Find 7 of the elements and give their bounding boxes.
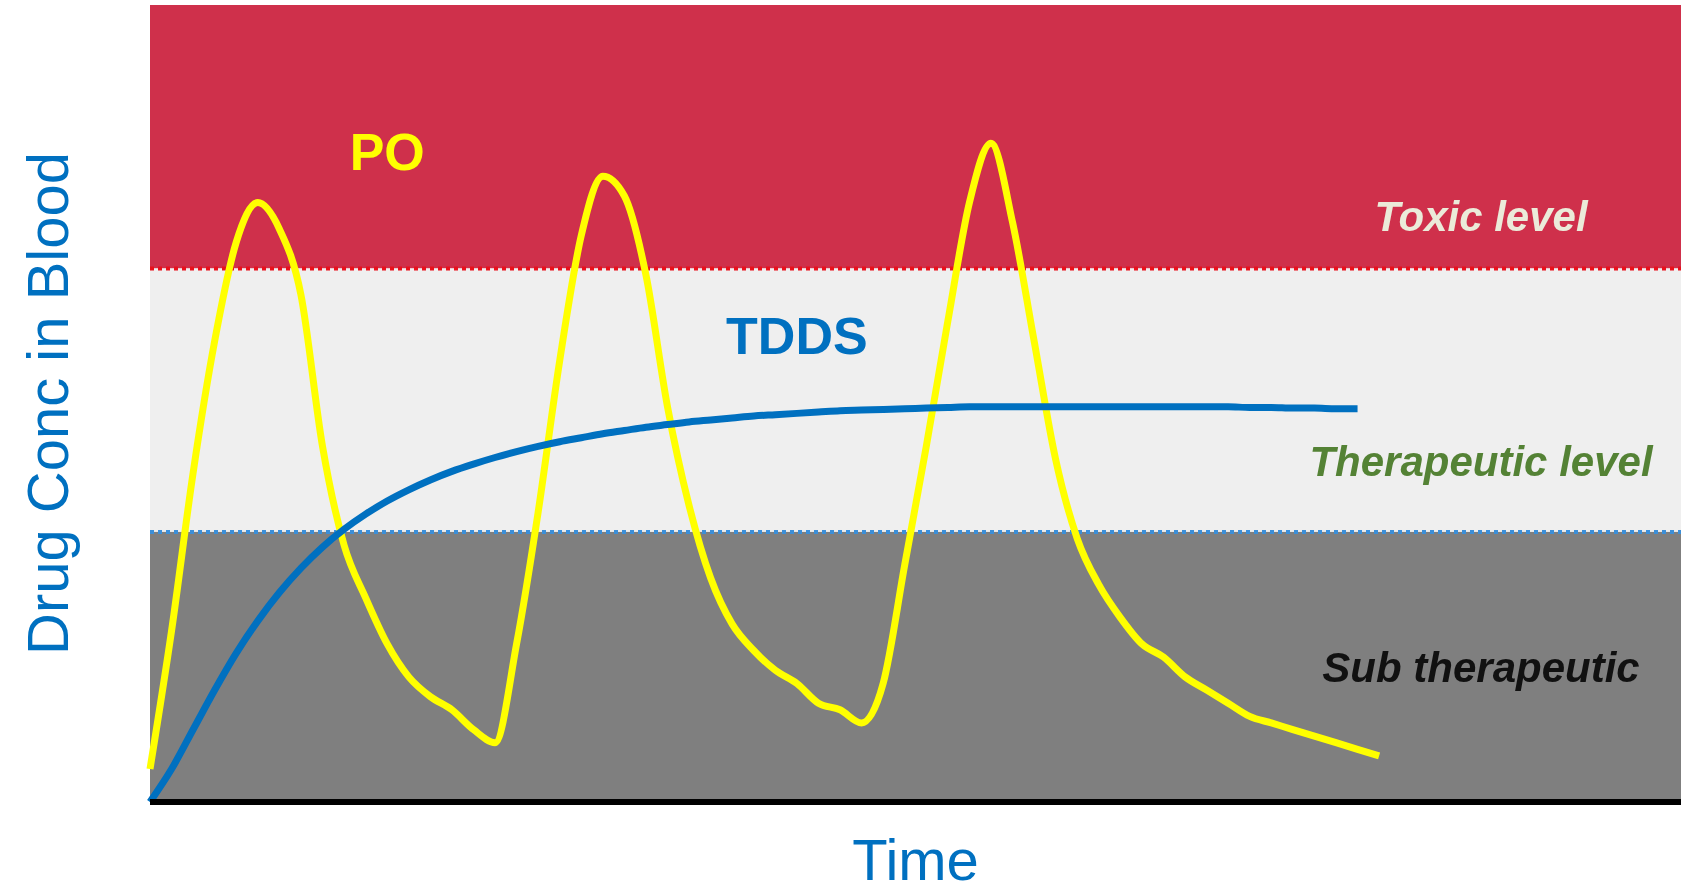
series-label: PO [349, 122, 425, 181]
series-label: TDDS [726, 307, 868, 366]
x-axis-title: Time [852, 827, 979, 892]
band-label: Toxic level [1374, 192, 1589, 240]
band-label: Therapeutic level [1309, 437, 1654, 485]
band-label: Sub therapeutic [1322, 643, 1640, 691]
y-axis-title: Drug Conc in Blood [15, 152, 80, 655]
